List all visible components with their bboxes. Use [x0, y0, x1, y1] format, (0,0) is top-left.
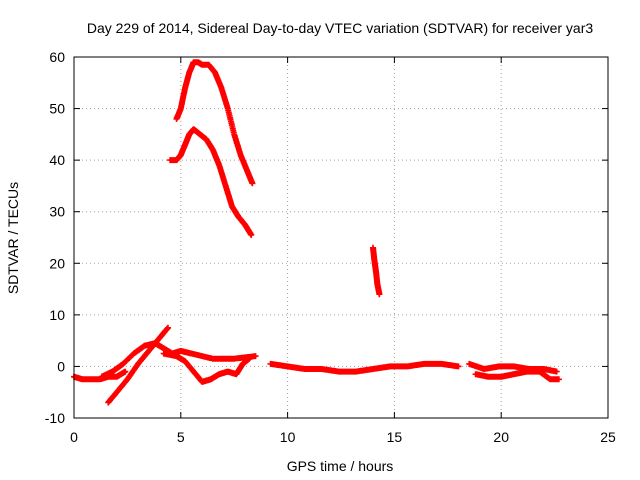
series-arc-evening-b [466, 360, 560, 375]
series-markers [188, 350, 259, 362]
x-tick-label: 15 [387, 429, 403, 445]
series-arc-peak-59 [173, 59, 256, 187]
series-arc-dip [160, 350, 253, 385]
series-markers [160, 350, 253, 385]
series-markers [173, 59, 256, 187]
x-tick-label: 20 [493, 429, 509, 445]
y-tick-label: 60 [49, 49, 65, 65]
series-layer [71, 59, 562, 406]
x-tick-label: 25 [600, 429, 616, 445]
x-tick-label: 0 [70, 429, 78, 445]
y-tick-label: 40 [49, 152, 65, 168]
series-markers [167, 126, 255, 238]
x-tick-label: 10 [280, 429, 296, 445]
y-tick-label: 50 [49, 101, 65, 117]
series-markers [267, 360, 462, 375]
series-arc-peak-46 [167, 126, 255, 238]
y-axis-label: SDTVAR / TECUs [5, 182, 21, 294]
y-tick-label: 0 [57, 358, 65, 374]
y-tick-label: 30 [49, 204, 65, 220]
y-tick-label: 20 [49, 255, 65, 271]
series-markers [466, 360, 560, 375]
x-tick-label: 5 [177, 429, 185, 445]
series-arc-mid-a [188, 350, 259, 362]
y-tick-label: 10 [49, 307, 65, 323]
x-axis-label: GPS time / hours [287, 458, 394, 474]
series-markers [370, 244, 383, 298]
y-tick-label: -10 [45, 410, 65, 426]
chart-title: Day 229 of 2014, Sidereal Day-to-day VTE… [87, 20, 593, 36]
ticks: 0 5 10 15 20 25 -10 0 10 20 30 40 50 60 [45, 49, 616, 445]
series-arc-mid-b [267, 360, 462, 375]
plot-frame [73, 56, 609, 419]
series-arc-day14 [370, 244, 383, 298]
